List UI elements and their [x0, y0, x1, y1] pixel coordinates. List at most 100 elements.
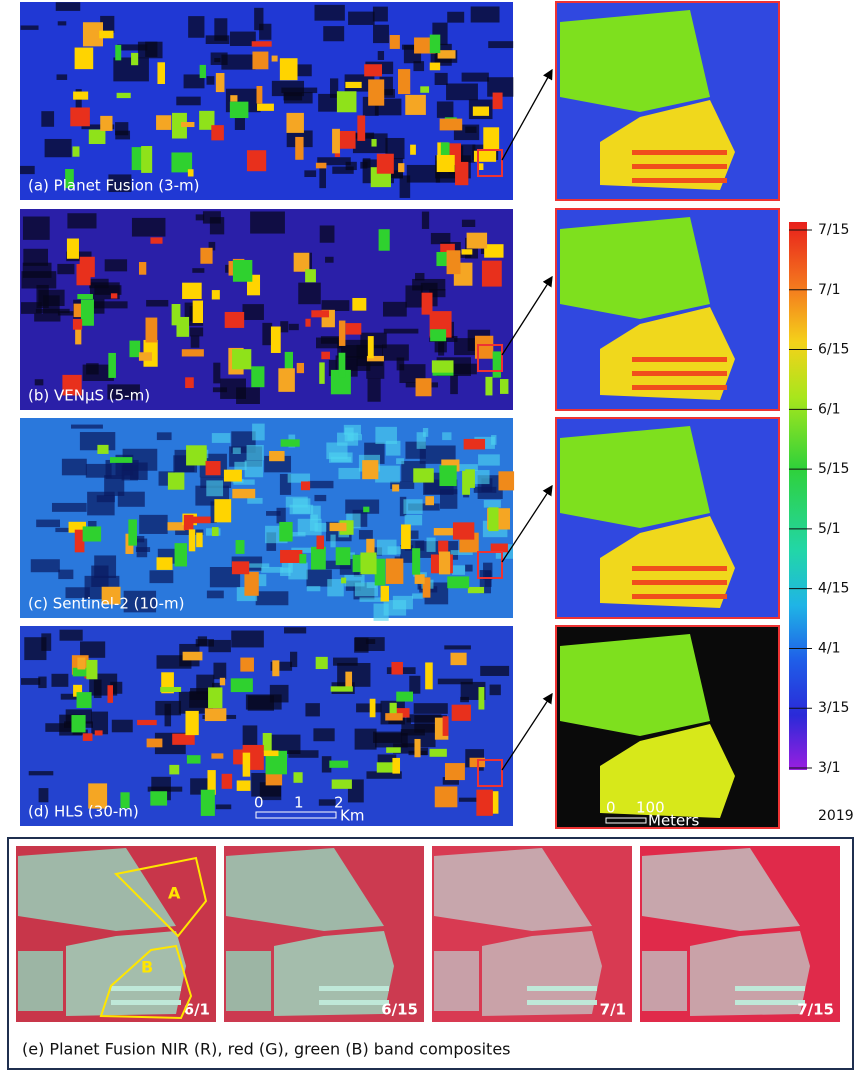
field-patch [82, 22, 104, 47]
field-patch [229, 101, 249, 119]
dark-patch [58, 569, 74, 580]
dark-patch [413, 61, 425, 72]
inset-frame [555, 208, 780, 411]
field-patch [360, 552, 377, 575]
field-patch [451, 704, 471, 721]
field-patch [211, 753, 224, 759]
field-patch [293, 772, 303, 783]
dark-patch [121, 465, 138, 481]
field-label-b: B [141, 958, 153, 977]
field-patch [94, 730, 103, 736]
field-patch [279, 58, 298, 81]
dark-patch [489, 684, 501, 696]
field-patch [284, 351, 293, 377]
dark-patch [59, 629, 83, 641]
scale-tick: 0 [254, 794, 264, 812]
cyan-patch [338, 467, 361, 480]
dark-patch [406, 714, 442, 723]
field-patch [221, 773, 233, 789]
colorbar-tick-label: 3/15 [818, 700, 849, 716]
field-patch [492, 92, 503, 110]
field-patch [335, 547, 351, 566]
field-patch [62, 374, 82, 396]
scale-unit: Km [340, 807, 364, 825]
dark-patch [399, 175, 411, 198]
field-patch [414, 738, 421, 758]
field-patch [385, 558, 404, 584]
field-patch [452, 522, 475, 540]
dark-patch [156, 432, 172, 441]
cyan-patch [234, 461, 247, 471]
dark-patch [188, 16, 205, 38]
dark-patch [404, 540, 425, 551]
dark-patch [382, 344, 409, 361]
field-patch [242, 752, 251, 777]
field-a-area [434, 848, 592, 931]
dark-patch [41, 111, 55, 127]
field-patch [429, 34, 441, 54]
field-patch [420, 86, 430, 93]
dark-patch [214, 18, 228, 41]
dark-patch [55, 2, 81, 11]
field-patch [146, 738, 163, 748]
dark-patch [23, 248, 49, 266]
dark-patch [437, 678, 473, 685]
dark-patch [117, 491, 145, 507]
cyan-patch [455, 464, 478, 471]
field-patch [71, 715, 86, 733]
dark-patch [34, 313, 61, 322]
dark-patch [146, 299, 169, 307]
field-patch [391, 661, 403, 675]
dark-patch [209, 217, 225, 235]
dark-patch [295, 64, 312, 77]
dark-patch [60, 693, 92, 700]
field-patch [100, 115, 113, 131]
colorbar-tick-label: 4/1 [818, 640, 841, 656]
field-patch [192, 516, 211, 524]
field-patch [141, 146, 153, 173]
field-patch [473, 150, 497, 162]
dark-patch [321, 756, 332, 773]
field-b [600, 724, 735, 818]
field-patch [214, 499, 232, 523]
field-patch [196, 532, 203, 548]
colorbar-ticks: 7/15 7/1 6/15 6/1 5/15 5/1 4/15 4/1 3/15 3/1 [789, 222, 849, 776]
inset-scale-line [605, 817, 647, 824]
dark-patch [183, 74, 205, 89]
field-patch [280, 439, 300, 447]
field-patch [425, 662, 433, 690]
field-b-area [690, 931, 810, 1016]
field-patch [172, 112, 187, 139]
field-a-area [18, 848, 176, 931]
field-patch [75, 329, 82, 345]
dark-patch [348, 11, 375, 25]
field-patch [224, 311, 245, 328]
field-patch [129, 340, 141, 358]
field-patch [286, 112, 304, 133]
dark-patch [190, 335, 200, 348]
cyan-patch [478, 454, 500, 466]
cyan-patch [330, 456, 352, 462]
field-patch [265, 750, 288, 775]
field-patch [483, 127, 500, 150]
dark-patch [208, 241, 216, 251]
field-patch [485, 376, 493, 396]
cyan-patch [310, 505, 321, 521]
field-patch [73, 91, 89, 100]
field-patch [246, 150, 267, 172]
field-patch [467, 586, 485, 594]
caption: (e) Planet Fusion NIR (R), red (G), gree… [22, 1040, 511, 1059]
cyan-patch [252, 423, 265, 441]
field-patch [251, 41, 272, 47]
dark-patch [477, 765, 484, 771]
dark-patch [212, 387, 228, 393]
field-patch [357, 115, 366, 141]
field-patch [378, 229, 390, 251]
field-patch [235, 540, 245, 554]
dark-patch [307, 480, 334, 489]
red-stripe [632, 178, 727, 183]
field-patch [263, 750, 279, 757]
inset-frame [555, 417, 780, 619]
inset-frame [555, 1, 780, 201]
dark-patch [316, 337, 343, 349]
